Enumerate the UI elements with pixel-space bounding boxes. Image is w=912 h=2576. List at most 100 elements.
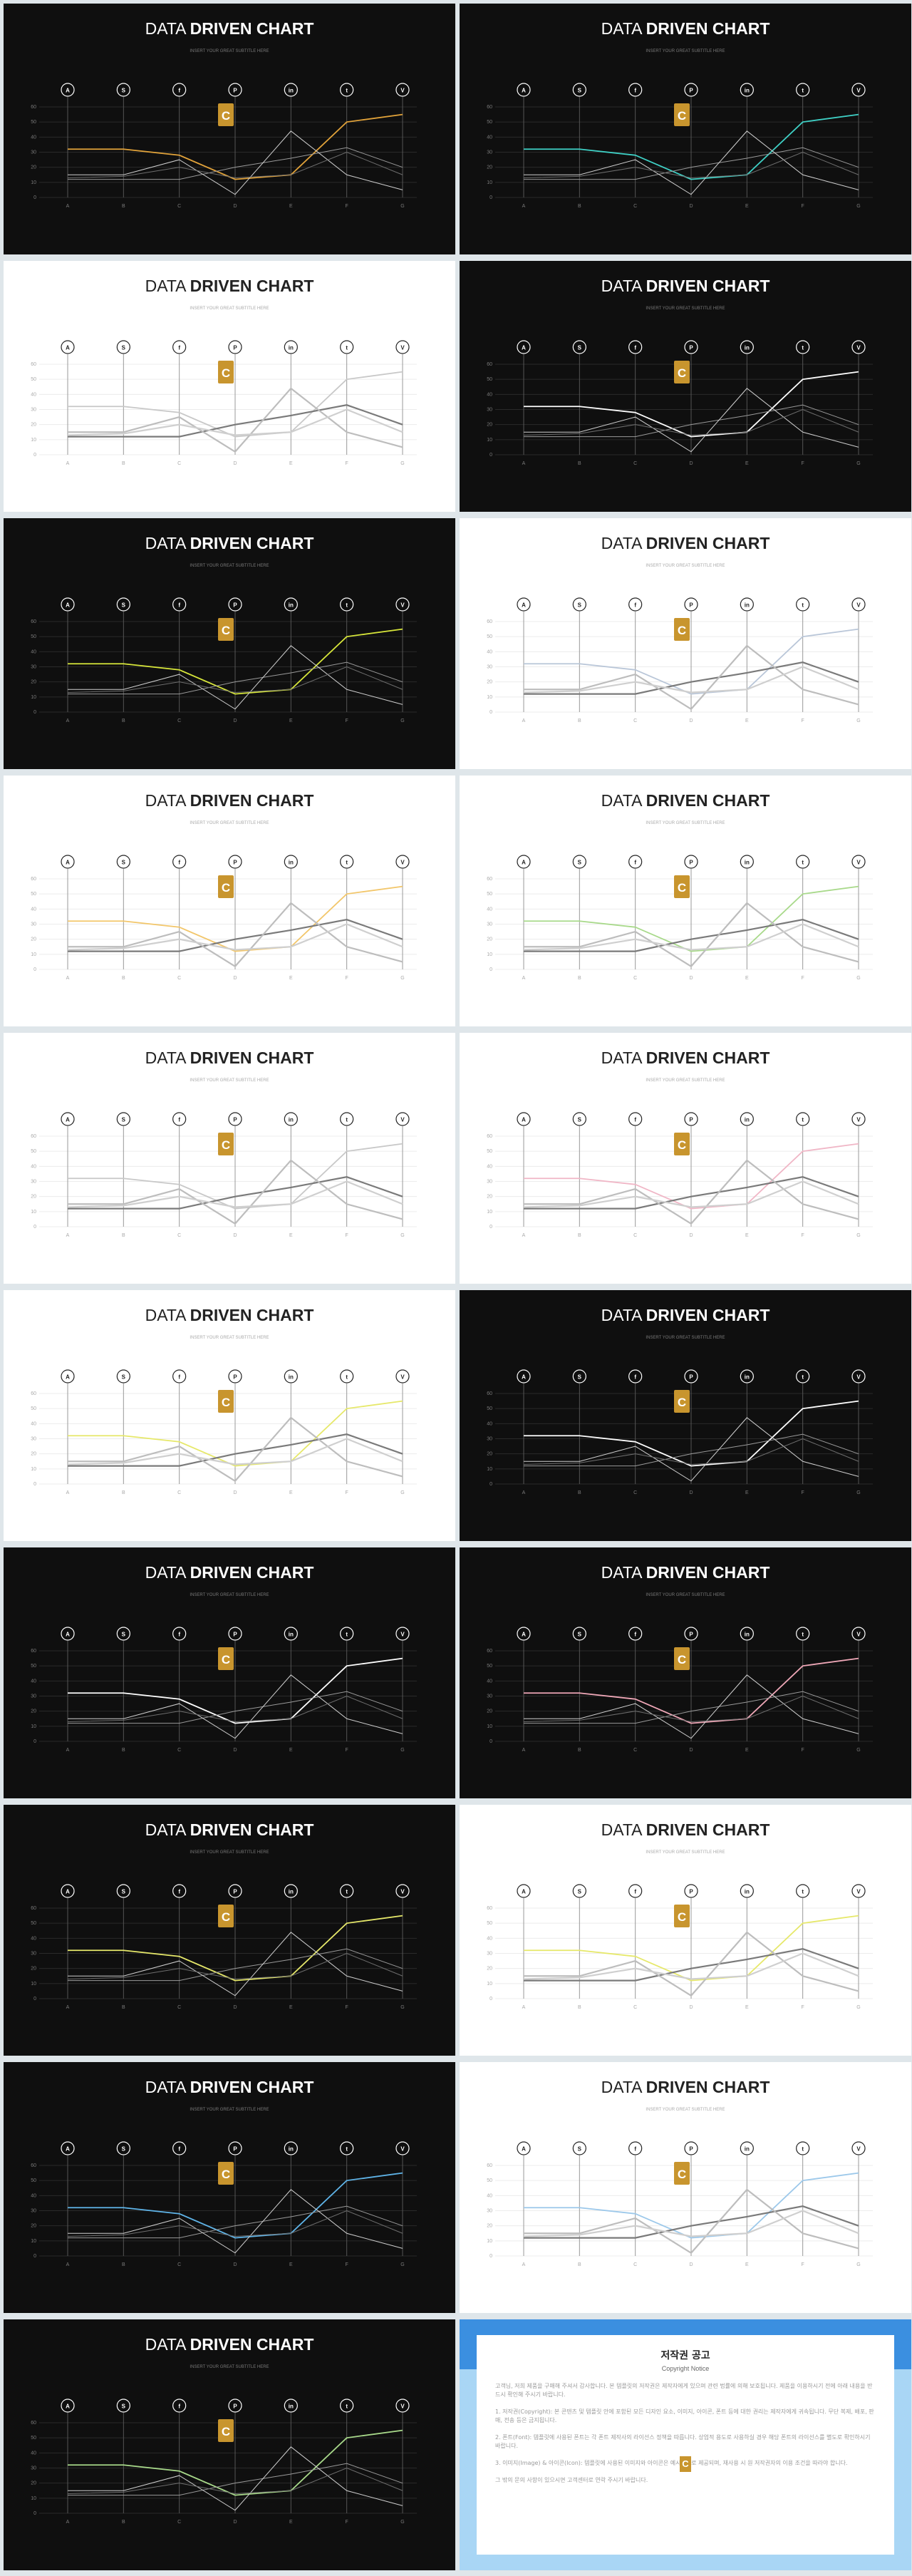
linkedin-icon[interactable] bbox=[284, 83, 298, 97]
facebook-icon[interactable] bbox=[172, 1112, 187, 1126]
android-icon[interactable] bbox=[517, 597, 531, 612]
android-icon[interactable] bbox=[61, 2399, 75, 2413]
linkedin-icon[interactable] bbox=[740, 1369, 754, 1384]
facebook-icon[interactable] bbox=[628, 597, 643, 612]
twitter-icon[interactable] bbox=[340, 855, 354, 869]
android-icon[interactable] bbox=[517, 340, 531, 354]
pinterest-icon[interactable] bbox=[684, 1112, 698, 1126]
vine-icon[interactable] bbox=[395, 340, 410, 354]
linkedin-icon[interactable] bbox=[740, 340, 754, 354]
linkedin-icon[interactable] bbox=[284, 855, 298, 869]
vine-icon[interactable] bbox=[851, 340, 866, 354]
linkedin-icon[interactable] bbox=[284, 340, 298, 354]
skype-icon[interactable] bbox=[572, 340, 586, 354]
pinterest-icon[interactable] bbox=[684, 340, 698, 354]
twitter-icon[interactable] bbox=[796, 1112, 810, 1126]
twitter-icon[interactable] bbox=[796, 340, 810, 354]
vine-icon[interactable] bbox=[395, 1884, 410, 1898]
pinterest-icon[interactable] bbox=[684, 1369, 698, 1384]
skype-icon[interactable] bbox=[116, 1112, 130, 1126]
skype-icon[interactable] bbox=[116, 1884, 130, 1898]
android-icon[interactable] bbox=[517, 1884, 531, 1898]
vine-icon[interactable] bbox=[395, 1369, 410, 1384]
android-icon[interactable] bbox=[517, 2141, 531, 2155]
pinterest-icon[interactable] bbox=[684, 1627, 698, 1641]
skype-icon[interactable] bbox=[572, 1627, 586, 1641]
linkedin-icon[interactable] bbox=[740, 83, 754, 97]
android-icon[interactable] bbox=[517, 1627, 531, 1641]
pinterest-icon[interactable] bbox=[228, 1112, 242, 1126]
vine-icon[interactable] bbox=[851, 2141, 866, 2155]
twitter-icon[interactable] bbox=[340, 2399, 354, 2413]
facebook-icon[interactable] bbox=[628, 340, 643, 354]
pinterest-icon[interactable] bbox=[684, 597, 698, 612]
android-icon[interactable] bbox=[517, 855, 531, 869]
skype-icon[interactable] bbox=[572, 1112, 586, 1126]
android-icon[interactable] bbox=[61, 1112, 75, 1126]
twitter-icon[interactable] bbox=[340, 1369, 354, 1384]
android-icon[interactable] bbox=[61, 83, 75, 97]
pinterest-icon[interactable] bbox=[228, 1884, 242, 1898]
facebook-icon[interactable] bbox=[628, 1627, 643, 1641]
facebook-icon[interactable] bbox=[172, 1884, 187, 1898]
twitter-icon[interactable] bbox=[340, 340, 354, 354]
linkedin-icon[interactable] bbox=[284, 2141, 298, 2155]
android-icon[interactable] bbox=[61, 1369, 75, 1384]
twitter-icon[interactable] bbox=[796, 1627, 810, 1641]
twitter-icon[interactable] bbox=[340, 2141, 354, 2155]
pinterest-icon[interactable] bbox=[228, 340, 242, 354]
vine-icon[interactable] bbox=[395, 2141, 410, 2155]
skype-icon[interactable] bbox=[572, 855, 586, 869]
linkedin-icon[interactable] bbox=[740, 1884, 754, 1898]
vine-icon[interactable] bbox=[395, 2399, 410, 2413]
facebook-icon[interactable] bbox=[172, 855, 187, 869]
twitter-icon[interactable] bbox=[340, 597, 354, 612]
pinterest-icon[interactable] bbox=[228, 855, 242, 869]
pinterest-icon[interactable] bbox=[228, 597, 242, 612]
skype-icon[interactable] bbox=[116, 340, 130, 354]
vine-icon[interactable] bbox=[851, 1884, 866, 1898]
twitter-icon[interactable] bbox=[796, 1884, 810, 1898]
skype-icon[interactable] bbox=[116, 83, 130, 97]
pinterest-icon[interactable] bbox=[228, 2399, 242, 2413]
facebook-icon[interactable] bbox=[172, 83, 187, 97]
linkedin-icon[interactable] bbox=[740, 855, 754, 869]
skype-icon[interactable] bbox=[116, 1627, 130, 1641]
android-icon[interactable] bbox=[517, 1112, 531, 1126]
twitter-icon[interactable] bbox=[796, 855, 810, 869]
facebook-icon[interactable] bbox=[172, 1369, 187, 1384]
linkedin-icon[interactable] bbox=[284, 1884, 298, 1898]
twitter-icon[interactable] bbox=[340, 83, 354, 97]
twitter-icon[interactable] bbox=[796, 1369, 810, 1384]
twitter-icon[interactable] bbox=[340, 1884, 354, 1898]
skype-icon[interactable] bbox=[116, 2399, 130, 2413]
twitter-icon[interactable] bbox=[340, 1112, 354, 1126]
facebook-icon[interactable] bbox=[628, 1112, 643, 1126]
vine-icon[interactable] bbox=[395, 1112, 410, 1126]
twitter-icon[interactable] bbox=[340, 1627, 354, 1641]
android-icon[interactable] bbox=[517, 1369, 531, 1384]
facebook-icon[interactable] bbox=[628, 1884, 643, 1898]
pinterest-icon[interactable] bbox=[684, 83, 698, 97]
facebook-icon[interactable] bbox=[172, 2399, 187, 2413]
linkedin-icon[interactable] bbox=[284, 1369, 298, 1384]
facebook-icon[interactable] bbox=[628, 2141, 643, 2155]
android-icon[interactable] bbox=[517, 83, 531, 97]
twitter-icon[interactable] bbox=[796, 83, 810, 97]
linkedin-icon[interactable] bbox=[284, 597, 298, 612]
vine-icon[interactable] bbox=[395, 83, 410, 97]
android-icon[interactable] bbox=[61, 1884, 75, 1898]
facebook-icon[interactable] bbox=[172, 340, 187, 354]
facebook-icon[interactable] bbox=[172, 2141, 187, 2155]
vine-icon[interactable] bbox=[395, 1627, 410, 1641]
linkedin-icon[interactable] bbox=[740, 597, 754, 612]
vine-icon[interactable] bbox=[395, 597, 410, 612]
vine-icon[interactable] bbox=[851, 597, 866, 612]
linkedin-icon[interactable] bbox=[740, 1112, 754, 1126]
android-icon[interactable] bbox=[61, 2141, 75, 2155]
android-icon[interactable] bbox=[61, 1627, 75, 1641]
android-icon[interactable] bbox=[61, 855, 75, 869]
facebook-icon[interactable] bbox=[628, 1369, 643, 1384]
pinterest-icon[interactable] bbox=[228, 1627, 242, 1641]
pinterest-icon[interactable] bbox=[684, 855, 698, 869]
